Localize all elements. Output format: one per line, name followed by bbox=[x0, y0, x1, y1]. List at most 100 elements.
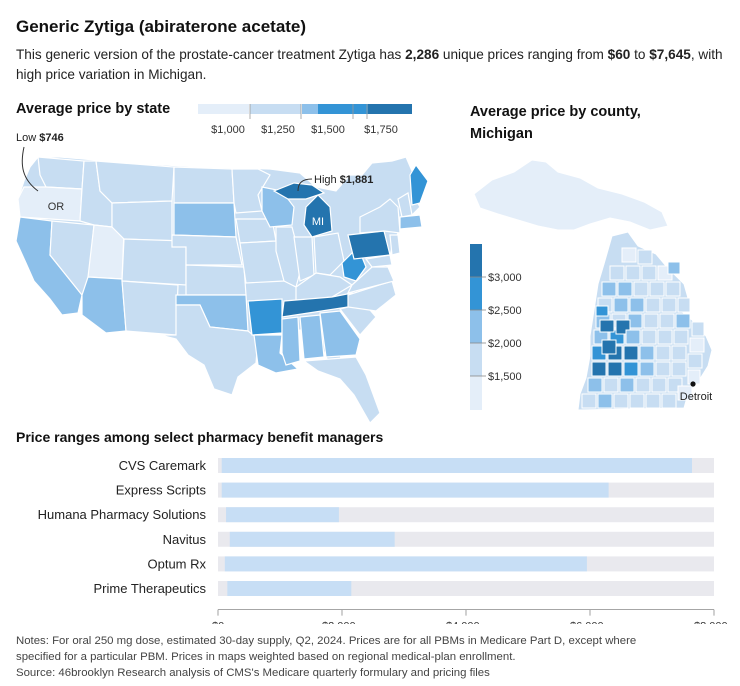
county-map: $3,000 $2,500 $2,000 $1,500 bbox=[470, 159, 713, 411]
category-label-navitus: Navitus bbox=[163, 532, 207, 547]
upper-peninsula bbox=[473, 159, 669, 231]
county-map-title-line2: Michigan bbox=[470, 126, 533, 142]
state-vt-nh bbox=[397, 192, 413, 218]
x-tick-label-0: $0 bbox=[212, 621, 224, 624]
pbm-chart-title: Price ranges among select pharmacy benef… bbox=[16, 429, 384, 445]
county-map-title-line1: Average price by county, bbox=[470, 104, 641, 120]
x-tick-label-2: $4,000 bbox=[446, 621, 480, 624]
county-map-title: Average price by county, Michigan bbox=[470, 101, 641, 145]
county-map-legend: $3,000 $2,500 $2,000 $1,500 bbox=[470, 244, 522, 410]
county-legend-swatch-2 bbox=[470, 343, 482, 376]
low-annotation: Low $746 bbox=[16, 132, 64, 144]
county-legend-label-2: $2,500 bbox=[488, 305, 522, 317]
category-label-express-scripts: Express Scripts bbox=[116, 483, 207, 498]
x-tick-label-3: $6,000 bbox=[570, 621, 604, 624]
range-bar-cvs-caremark bbox=[221, 458, 692, 473]
source-line: Source: 46brooklyn Research analysis of … bbox=[16, 667, 490, 679]
state-az bbox=[81, 276, 127, 334]
state-ar bbox=[247, 298, 283, 336]
county-legend-swatch-5 bbox=[470, 244, 482, 277]
state-md bbox=[364, 254, 393, 268]
chart-title: Generic Zytiga (abiraterone acetate) bbox=[16, 17, 307, 36]
notes-line-1: Notes: For oral 250 mg dose, estimated 3… bbox=[16, 635, 637, 647]
county-legend-label-1: $3,000 bbox=[488, 272, 522, 284]
high-annotation: High $1,881 bbox=[314, 174, 373, 186]
county-legend-swatch-1 bbox=[470, 376, 482, 410]
dek-text-3: to bbox=[630, 47, 650, 62]
dek-count: 2,286 bbox=[405, 47, 440, 62]
legend-label-4: $1,750 bbox=[364, 124, 398, 136]
state-nm bbox=[121, 280, 179, 336]
state-fl bbox=[302, 356, 381, 424]
state-pa bbox=[347, 230, 391, 260]
legend-swatch-1 bbox=[198, 104, 249, 114]
dek-text-4: , with high price variation in Michigan. bbox=[16, 47, 723, 82]
legend-label-3: $1,500 bbox=[311, 124, 345, 136]
pbm-rows: CVS Caremark Express Scripts Humana Pharma… bbox=[38, 458, 714, 596]
dek-text-1: This generic version of the prostate-can… bbox=[16, 47, 406, 62]
high-annotation-leader bbox=[297, 178, 313, 192]
county-legend-swatch-4 bbox=[470, 277, 482, 310]
state-wa bbox=[37, 156, 85, 190]
state-map-title: Average price by state bbox=[16, 101, 171, 117]
state-tx bbox=[159, 304, 259, 396]
detroit-label: Detroit bbox=[680, 391, 712, 403]
state-ny bbox=[359, 198, 401, 234]
county-legend-label-4: $1,500 bbox=[488, 371, 522, 383]
state-oh bbox=[313, 232, 345, 276]
notes-line-2: specified for a particular PBM. Prices i… bbox=[16, 651, 516, 663]
chart-description: This generic version of the prostate-can… bbox=[16, 45, 726, 85]
range-track-humana-pharmacy-solutions bbox=[218, 507, 714, 523]
category-label-optum-rx: Optum Rx bbox=[147, 556, 206, 571]
state-mn bbox=[231, 168, 271, 214]
low-annotation-leader bbox=[21, 146, 39, 192]
state-ms bbox=[281, 316, 301, 366]
us-states bbox=[15, 156, 429, 424]
state-va bbox=[346, 266, 395, 294]
x-tick-label-1: $2,000 bbox=[322, 621, 356, 624]
county-legend-swatch-3 bbox=[470, 310, 482, 343]
x-tick-label-4: $8,000 bbox=[694, 621, 728, 624]
county-legend-label-3: $2,000 bbox=[488, 338, 522, 350]
legend-swatch-4 bbox=[318, 104, 368, 114]
category-label-humana-pharmacy-solutions: Humana Pharmacy Solutions bbox=[38, 507, 207, 522]
state-ga bbox=[319, 310, 361, 358]
range-bar-optum-rx bbox=[224, 556, 587, 572]
legend-label-1: $1,000 bbox=[211, 124, 245, 136]
state-ks bbox=[185, 264, 247, 296]
state-al bbox=[299, 314, 325, 360]
high-annotation-value: $1,881 bbox=[340, 174, 374, 186]
range-bar-prime-therapeutics bbox=[227, 581, 352, 596]
low-annotation-label: Low bbox=[16, 132, 36, 144]
state-map: $1,000 $1,250 $1,500 $1,750 bbox=[15, 104, 429, 424]
dek-text-2: unique prices ranging from bbox=[439, 47, 608, 62]
state-label-mi: MI bbox=[312, 216, 324, 228]
low-annotation-value: $746 bbox=[39, 132, 63, 144]
dek-high-price: $7,645 bbox=[649, 47, 691, 62]
legend-swatch-5 bbox=[368, 104, 412, 114]
legend-label-2: $1,250 bbox=[261, 124, 295, 136]
county-cells bbox=[581, 247, 705, 409]
pbm-x-axis: $0 $2,000 $4,000 $6,000 $8,000 bbox=[212, 609, 728, 624]
state-ma-ct-ri bbox=[399, 214, 423, 230]
state-mt bbox=[95, 160, 175, 204]
range-bar-humana-pharmacy-solutions bbox=[226, 507, 339, 523]
category-label-cvs-caremark: CVS Caremark bbox=[119, 458, 207, 473]
state-me bbox=[409, 163, 429, 206]
state-wy bbox=[111, 200, 173, 242]
state-map-legend: $1,000 $1,250 $1,500 $1,750 bbox=[198, 104, 412, 136]
high-annotation-label: High bbox=[314, 174, 337, 186]
pbm-range-chart: CVS Caremark Express Scripts Humana Pharma… bbox=[38, 458, 728, 624]
range-bar-express-scripts bbox=[221, 482, 609, 498]
range-bar-navitus bbox=[229, 531, 395, 547]
state-map-annotations: Low $746 OR High $1,881 MI bbox=[16, 132, 373, 228]
state-label-or: OR bbox=[48, 201, 65, 213]
category-label-prime-therapeutics: Prime Therapeutics bbox=[94, 581, 207, 596]
detroit-marker bbox=[690, 381, 696, 387]
state-sd bbox=[173, 202, 237, 238]
chart-notes: Notes: For oral 250 mg dose, estimated 3… bbox=[16, 633, 732, 681]
legend-swatch-2 bbox=[250, 104, 301, 114]
dek-low-price: $60 bbox=[607, 47, 631, 62]
state-nj bbox=[389, 234, 401, 256]
state-nd bbox=[173, 166, 235, 204]
